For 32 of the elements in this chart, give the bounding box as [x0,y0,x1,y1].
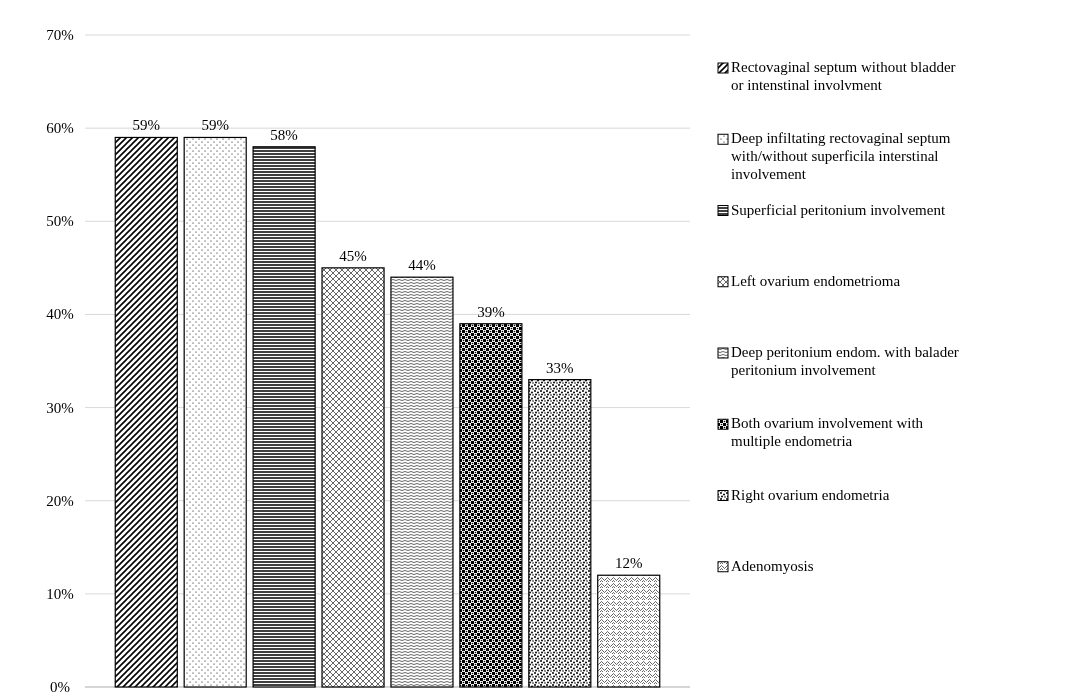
data-label: 44% [408,257,436,274]
bar [252,146,316,688]
y-tick-label: 40% [46,306,74,323]
y-tick-label: 60% [46,120,74,137]
data-label: 39% [477,303,505,320]
bar [459,323,523,688]
bar [183,136,247,688]
bar [321,267,385,688]
y-tick-label: 0% [50,679,70,695]
legend-label: Deep infiltating rectovaginal septum with/without superficila interstinal involvement [731,130,951,183]
bar [114,136,178,688]
y-tick-label: 70% [46,27,74,43]
legend-label: Superficial peritonium involvement [731,201,946,218]
bar [390,276,454,688]
data-label: 45% [339,247,367,264]
y-tick-label: 30% [46,399,74,416]
y-tick-label: 10% [46,585,74,602]
y-tick-label: 20% [46,492,74,509]
legend-label: Right ovarium endometria [731,486,890,503]
legend-label: Adenomyosis [731,557,814,574]
data-label: 59% [132,117,161,134]
data-label: 33% [546,359,574,376]
legend-label: Rectovaginal septum without bladder or intenstinal involvment [731,59,956,93]
legend-label: Both ovarium involvement with multiple endometria [731,415,924,450]
data-label: 59% [201,117,229,134]
data-label: 12% [614,555,643,572]
bar [528,379,592,688]
bar [597,574,661,688]
legend-label: Left ovarium endometrioma [731,272,901,289]
legend-label: Deep peritonium endom. with balader peritonium involvement [731,344,959,378]
y-tick-label: 50% [46,213,74,230]
data-label: 58% [270,126,298,143]
